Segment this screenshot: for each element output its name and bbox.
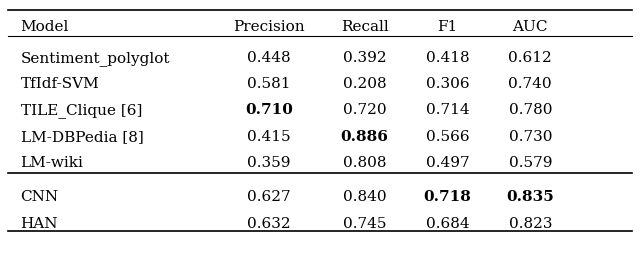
Text: HAN: HAN — [20, 217, 58, 231]
Text: 0.392: 0.392 — [343, 51, 387, 65]
Text: Recall: Recall — [340, 20, 388, 34]
Text: 0.418: 0.418 — [426, 51, 469, 65]
Text: 0.497: 0.497 — [426, 156, 469, 170]
Text: 0.579: 0.579 — [509, 156, 552, 170]
Text: 0.632: 0.632 — [247, 217, 291, 231]
Text: 0.627: 0.627 — [247, 190, 291, 204]
Text: 0.448: 0.448 — [247, 51, 291, 65]
Text: 0.808: 0.808 — [343, 156, 387, 170]
Text: 0.208: 0.208 — [343, 77, 387, 91]
Text: 0.714: 0.714 — [426, 103, 469, 117]
Text: AUC: AUC — [513, 20, 548, 34]
Text: 0.835: 0.835 — [506, 190, 554, 204]
Text: LM-wiki: LM-wiki — [20, 156, 83, 170]
Text: 0.684: 0.684 — [426, 217, 469, 231]
Text: TILE_Clique [6]: TILE_Clique [6] — [20, 103, 142, 118]
Text: 0.745: 0.745 — [343, 217, 387, 231]
Text: 0.886: 0.886 — [340, 130, 388, 144]
Text: 0.566: 0.566 — [426, 130, 469, 144]
Text: 0.612: 0.612 — [508, 51, 552, 65]
Text: Precision: Precision — [233, 20, 305, 34]
Text: Sentiment_polyglot: Sentiment_polyglot — [20, 51, 170, 66]
Text: 0.306: 0.306 — [426, 77, 469, 91]
Text: 0.823: 0.823 — [509, 217, 552, 231]
Text: LM-DBPedia [8]: LM-DBPedia [8] — [20, 130, 143, 144]
Text: 0.740: 0.740 — [508, 77, 552, 91]
Text: CNN: CNN — [20, 190, 59, 204]
Text: 0.415: 0.415 — [247, 130, 291, 144]
Text: 0.780: 0.780 — [509, 103, 552, 117]
Text: 0.710: 0.710 — [245, 103, 293, 117]
Text: 0.581: 0.581 — [247, 77, 291, 91]
Text: TfIdf-SVM: TfIdf-SVM — [20, 77, 99, 91]
Text: 0.720: 0.720 — [343, 103, 387, 117]
Text: 0.359: 0.359 — [247, 156, 291, 170]
Text: Model: Model — [20, 20, 69, 34]
Text: 0.730: 0.730 — [509, 130, 552, 144]
Text: F1: F1 — [437, 20, 458, 34]
Text: 0.840: 0.840 — [343, 190, 387, 204]
Text: 0.718: 0.718 — [424, 190, 472, 204]
